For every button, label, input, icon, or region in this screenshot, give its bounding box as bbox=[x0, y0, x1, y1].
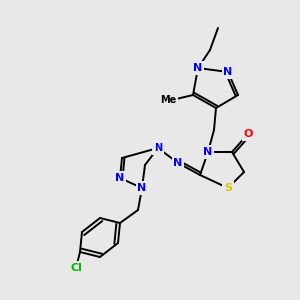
Text: N: N bbox=[194, 63, 202, 73]
Text: N: N bbox=[137, 183, 147, 193]
Text: N: N bbox=[224, 67, 232, 77]
Text: Cl: Cl bbox=[70, 263, 82, 273]
Text: O: O bbox=[243, 129, 253, 139]
Text: S: S bbox=[224, 183, 232, 193]
Text: N: N bbox=[116, 173, 124, 183]
Text: N: N bbox=[203, 147, 213, 157]
Text: N: N bbox=[173, 158, 183, 168]
Text: N: N bbox=[154, 143, 162, 153]
Text: Me: Me bbox=[160, 95, 176, 105]
